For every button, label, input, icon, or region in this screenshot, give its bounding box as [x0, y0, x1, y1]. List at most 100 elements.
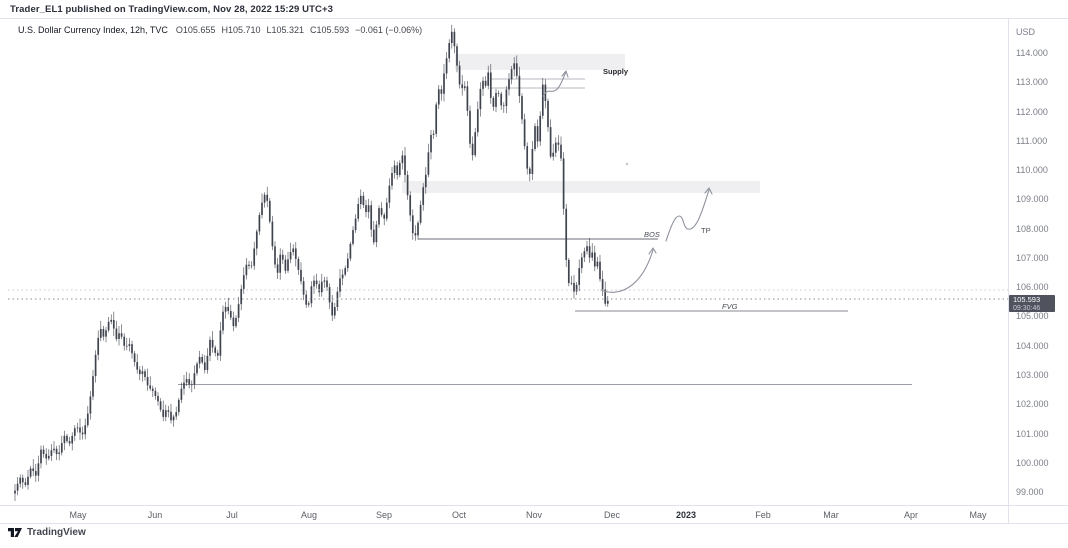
candle-body	[146, 377, 149, 386]
candle-body	[331, 302, 334, 316]
candle-body	[549, 127, 552, 157]
candle-body	[419, 205, 422, 223]
candle-body	[505, 89, 508, 107]
horizontal-level-lines	[178, 78, 912, 385]
supply-label: Supply	[603, 67, 629, 76]
candle-body	[76, 427, 79, 429]
time-tick-label: Aug	[300, 510, 318, 520]
candle-body	[45, 454, 48, 459]
candle-body	[539, 115, 542, 142]
price-tick-label: 103.000	[1016, 369, 1049, 380]
candle-body	[284, 259, 287, 271]
candle-body	[237, 304, 240, 318]
candle-body	[528, 168, 531, 174]
candle-body	[206, 355, 209, 370]
bos-arrow	[600, 249, 654, 293]
time-tick-label: Apr	[903, 510, 919, 520]
candle-body	[21, 477, 24, 483]
candle-body	[66, 435, 68, 442]
tp-arrow	[665, 189, 710, 242]
candle-body	[344, 268, 347, 275]
chart-legend[interactable]: U.S. Dollar Currency Index, 12h, TVC O105…	[18, 25, 428, 35]
candle-body	[370, 205, 373, 230]
candle-body	[263, 194, 266, 203]
candle-body	[211, 339, 214, 348]
candle-body	[383, 214, 386, 219]
candle-body	[339, 278, 341, 292]
candle-body	[79, 427, 81, 433]
price-tick-label: 114.000	[1016, 48, 1048, 58]
tradingview-logo[interactable]: TradingView	[8, 527, 86, 538]
candle-body	[326, 280, 328, 288]
candle-body	[294, 248, 297, 259]
candle-body	[136, 362, 139, 370]
candle-body	[430, 134, 432, 153]
candle-body	[86, 413, 89, 426]
candle-body	[536, 126, 539, 142]
candle-body	[606, 300, 609, 304]
price-tick-label: 101.000	[1016, 428, 1049, 439]
candlestick-series	[14, 24, 609, 502]
candle-body	[385, 202, 388, 219]
candle-body	[50, 450, 53, 456]
candle-body	[112, 319, 115, 329]
candle-body	[266, 194, 269, 201]
candle-body	[341, 274, 344, 279]
candle-body	[133, 353, 136, 363]
candle-body	[476, 109, 479, 133]
candle-body	[287, 259, 289, 271]
candle-body	[588, 246, 591, 258]
candle-body	[159, 401, 162, 410]
candle-body	[513, 63, 516, 70]
candle-body	[258, 215, 261, 232]
price-tick-label: 105.000	[1016, 311, 1049, 322]
candle-body	[141, 371, 144, 375]
candle-body	[346, 258, 349, 269]
symbol-title[interactable]: U.S. Dollar Currency Index, 12h, TVC	[18, 25, 168, 35]
candle-body	[518, 75, 521, 97]
candle-body	[255, 231, 258, 249]
candle-body	[222, 311, 224, 331]
candle-body	[188, 379, 191, 385]
current-price-value: 105.593	[1013, 295, 1041, 304]
candle-body	[279, 254, 282, 273]
candle-body	[248, 264, 250, 266]
candle-body	[359, 195, 362, 205]
candle-body	[458, 65, 461, 85]
candle-body	[224, 306, 227, 312]
candle-body	[180, 388, 183, 400]
candle-body	[570, 282, 573, 284]
bar-countdown: 09:30:46	[1013, 304, 1041, 312]
candle-body	[437, 89, 440, 105]
time-tick-label: May	[969, 510, 987, 520]
candle-body	[315, 280, 318, 285]
candle-body	[349, 243, 352, 259]
supply-arrow	[561, 70, 569, 78]
candle-body	[354, 218, 357, 231]
candle-body	[289, 252, 292, 260]
time-tick-label: 2023	[675, 510, 697, 520]
candle-body	[521, 96, 523, 120]
candle-body	[427, 152, 430, 175]
candle-body	[102, 329, 105, 337]
candle-body	[471, 143, 474, 156]
candle-body	[281, 254, 284, 260]
candle-body	[60, 443, 63, 453]
candle-body	[53, 448, 55, 451]
candle-body	[411, 215, 414, 234]
candle-body	[573, 282, 575, 292]
price-tick-label: 100.000	[1016, 457, 1049, 468]
candle-body	[372, 229, 375, 243]
candle-body	[310, 286, 313, 304]
tradingview-logo-icon	[8, 528, 22, 537]
candle-body	[14, 490, 16, 494]
candle-body	[71, 435, 74, 444]
candle-body	[149, 385, 152, 389]
candle-body	[487, 72, 490, 86]
candle-body	[554, 142, 557, 153]
candle-body	[398, 163, 401, 175]
price-tick-label: 99.000	[1016, 487, 1044, 498]
candle-body	[242, 275, 245, 289]
candle-body	[271, 221, 274, 247]
